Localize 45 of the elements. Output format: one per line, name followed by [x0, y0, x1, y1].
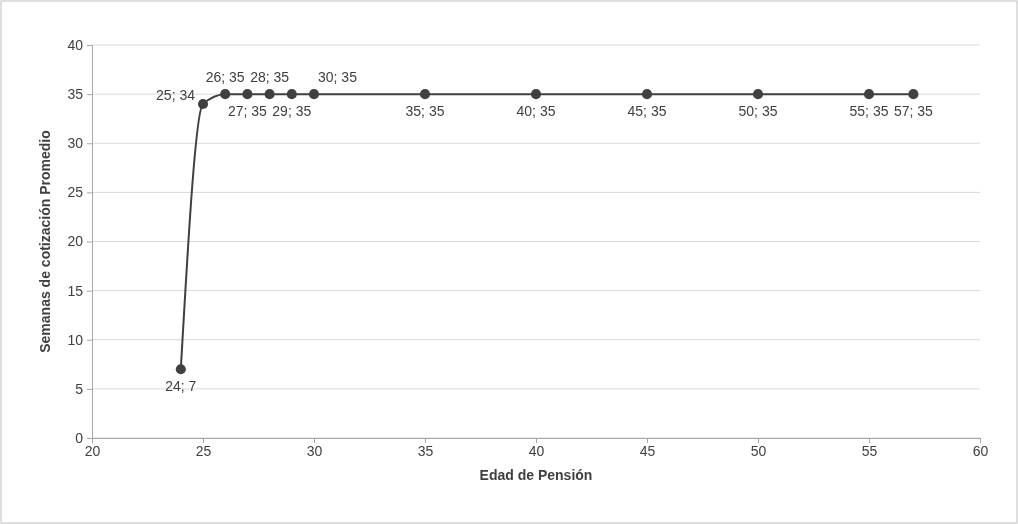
x-tick-label: 60	[972, 442, 989, 459]
y-tick-label: 5	[75, 380, 84, 397]
x-tick-label: 55	[861, 442, 878, 459]
y-tick-label: 0	[75, 429, 84, 446]
x-tick-label: 40	[528, 442, 545, 459]
data-label: 57; 35	[893, 103, 934, 120]
y-tick-label: 20	[67, 233, 84, 250]
y-tick-label: 15	[67, 282, 84, 299]
data-label: 40; 35	[516, 103, 556, 120]
point	[752, 89, 764, 100]
x-tick-label: 50	[750, 442, 767, 459]
data-label: 24; 7	[165, 378, 197, 395]
data-label: 55; 35	[849, 103, 889, 120]
x-tick-label: 30	[306, 442, 323, 459]
x-tick-label: 35	[417, 442, 434, 459]
point	[308, 89, 320, 100]
data-label: 50; 35	[738, 103, 778, 120]
x-tick-label: 25	[195, 442, 212, 459]
y-tick-label: 40	[67, 36, 84, 53]
x-tick-label: 45	[639, 442, 656, 459]
point	[908, 89, 919, 100]
point	[220, 89, 231, 100]
data-label: 45; 35	[627, 103, 667, 120]
point	[530, 89, 542, 100]
y-tick-label: 10	[67, 331, 84, 348]
data-label: 35; 35	[405, 103, 445, 120]
point	[175, 364, 186, 375]
y-axis-title: Semanas de cotización Promedio	[37, 130, 53, 353]
data-label: 26; 35	[205, 69, 245, 86]
point	[863, 89, 875, 100]
data-label: 29; 35	[272, 103, 312, 120]
point	[641, 89, 653, 100]
point	[264, 89, 275, 100]
y-tick-label: 25	[67, 184, 84, 201]
point	[286, 89, 297, 100]
point	[197, 98, 209, 109]
point	[419, 89, 431, 100]
x-axis-title: Edad de Pensión	[479, 467, 593, 483]
data-label: 30; 35	[318, 69, 358, 86]
point	[242, 89, 253, 100]
y-tick-label: 30	[67, 135, 84, 152]
data-label: 28; 35	[250, 69, 290, 86]
y-tick-label: 35	[67, 86, 84, 103]
data-label: 27; 35	[227, 103, 268, 120]
data-label: 25; 34	[156, 86, 196, 103]
